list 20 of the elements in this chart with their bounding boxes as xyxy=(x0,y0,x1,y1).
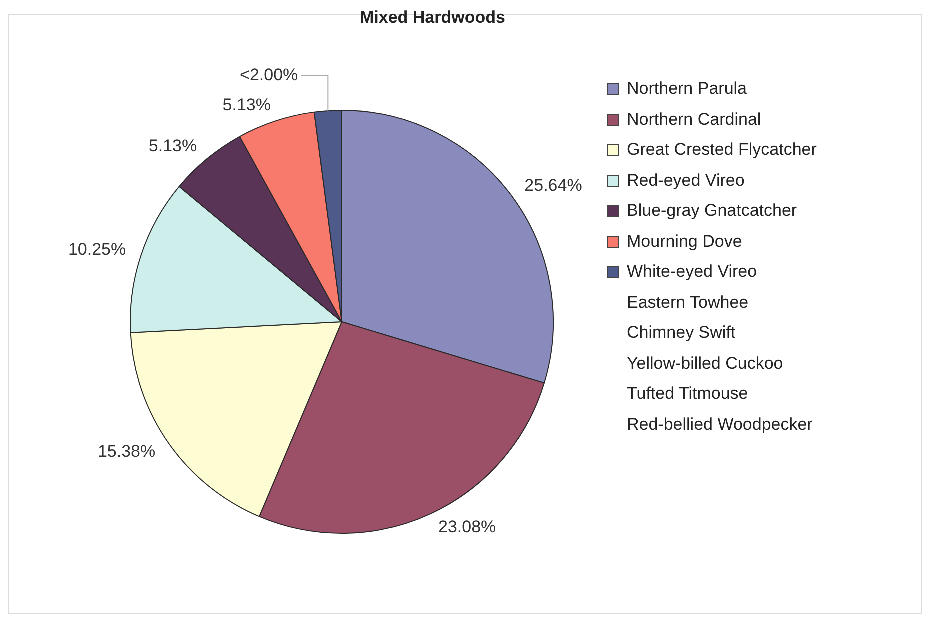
legend-label: Northern Parula xyxy=(627,79,748,100)
category-label: Chimney Swift xyxy=(627,323,736,342)
category-label: Yellow-billed Cuckoo xyxy=(627,354,784,373)
data-label: <2.00% xyxy=(240,66,298,85)
data-label: 10.25% xyxy=(68,240,126,259)
category-label: Eastern Towhee xyxy=(627,292,749,312)
legend-label: Northern Cardinal xyxy=(627,110,762,130)
data-label: 25.64% xyxy=(524,176,582,196)
data-label: 15.38% xyxy=(98,442,156,462)
legend-label: Blue-gray Gnatcatcher xyxy=(627,201,798,222)
legend-label: White-eyed Vireo xyxy=(627,262,758,282)
data-label: 5.13% xyxy=(222,96,271,115)
category-label: Red-bellied Woodpecker xyxy=(627,414,813,434)
category-label: Tufted Titmouse xyxy=(627,384,748,404)
legend-label: Mourning Dove xyxy=(627,232,742,252)
data-label: 23.08% xyxy=(438,518,496,537)
legend-label: Great Crested Flycatcher xyxy=(627,140,817,160)
legend-label: Red-eyed Vireo xyxy=(627,170,745,191)
chart-title: Mixed Hardwoods xyxy=(360,8,506,28)
data-label: 5.13% xyxy=(148,136,198,156)
